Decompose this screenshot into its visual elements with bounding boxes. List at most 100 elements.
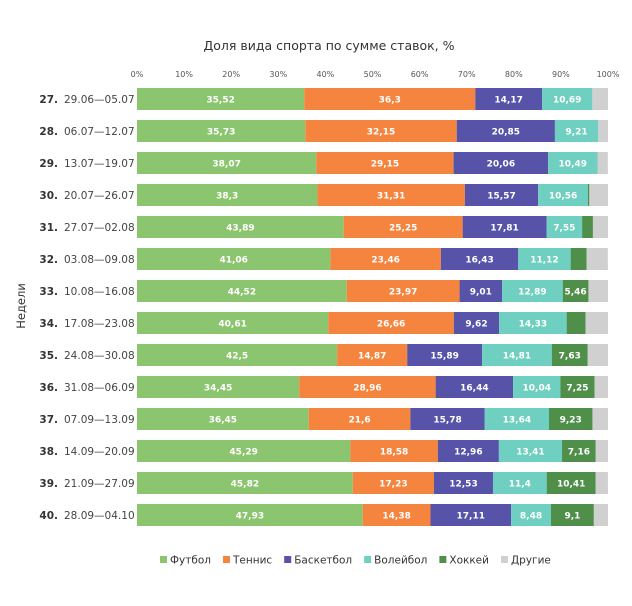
row-week-number: 30. (39, 190, 58, 202)
bar-value-label: 35,52 (206, 96, 234, 106)
bar-value-label: 13,41 (516, 448, 544, 458)
bar-segment (346, 280, 460, 302)
bar-row: 31. 27.07—02.08 43,89 25,25 17,81 7,55 (39, 216, 608, 238)
x-tick-label: 80% (505, 70, 523, 79)
bar-segment (437, 440, 499, 462)
x-axis-ticks: 0% 10% 20% 30% 40% 50% 60% 70% 80% 90% 100% (131, 70, 620, 79)
bar-segment (538, 184, 588, 206)
bar-segment (299, 376, 436, 398)
x-tick-label: 100% (597, 70, 620, 79)
bar-value-label: 15,78 (433, 416, 461, 426)
bar-value-label: 45,29 (229, 448, 257, 458)
bar-segment (548, 152, 598, 174)
row-week-number: 36. (39, 382, 58, 394)
bar-segment (137, 216, 344, 238)
bar-value-label: 11,12 (530, 256, 558, 266)
bar-segment (546, 472, 596, 494)
bar-value-label: 36,3 (379, 96, 401, 106)
row-week-number: 29. (39, 158, 58, 170)
bar-segment (137, 344, 338, 366)
bar-segment (511, 504, 552, 526)
x-tick-label: 30% (269, 70, 287, 79)
bar-segment (587, 344, 608, 366)
bar-segment (462, 216, 547, 238)
bar-value-label: 26,66 (377, 320, 405, 330)
row-date-range: 27.07—02.08 (64, 222, 135, 234)
bar-segment (352, 472, 434, 494)
bar-segment (137, 408, 309, 430)
bar-segment (498, 440, 563, 462)
bar-value-label: 13,64 (503, 416, 531, 426)
bar-segment (453, 152, 549, 174)
chart-title: Доля вида спорта по сумме ставок, % (204, 38, 455, 53)
bar-value-label: 20,06 (487, 160, 515, 170)
bar-segment (317, 184, 465, 206)
legend-swatch (222, 556, 230, 563)
bar-row: 33. 10.08—16.08 44,52 23,97 9,01 12,89 5,46 (39, 280, 608, 302)
bar-segment (513, 376, 561, 398)
bar-segment (137, 280, 347, 302)
x-tick-label: 20% (222, 70, 240, 79)
bar-segment (137, 440, 351, 462)
bar-row: 40. 28.09—04.10 47,93 14,38 17,11 8,48 9,1 (39, 504, 608, 526)
bar-value-label: 9,01 (470, 288, 492, 298)
bar-segment (482, 344, 552, 366)
bar-value-label: 10,56 (549, 192, 577, 202)
legend: Футбол Теннис Баскетбол Волейбол Хоккей Други… (160, 555, 551, 567)
bar-value-label: 10,04 (523, 384, 551, 394)
row-week-number: 28. (39, 126, 58, 138)
bar-value-label: 7,63 (559, 352, 581, 362)
bar-segment (595, 440, 608, 462)
bar-segment (588, 280, 608, 302)
bar-row: 27. 29.06—05.07 35,52 36,3 14,17 10,69 (39, 88, 608, 110)
bar-segment (137, 184, 318, 206)
x-tick-label: 60% (411, 70, 429, 79)
bar-row: 28. 06.07—12.07 35,73 32,15 20,85 9,21 (39, 120, 608, 142)
row-week-number: 35. (39, 350, 58, 362)
bar-value-label: 20,85 (492, 128, 520, 138)
legend-swatch (160, 556, 167, 563)
bar-value-label: 14,87 (358, 352, 386, 362)
bar-value-label: 14,33 (519, 320, 547, 330)
bar-segment (570, 248, 587, 270)
bar-value-label: 5,46 (564, 288, 586, 298)
row-date-range: 07.09—13.09 (64, 414, 135, 426)
bar-segment (137, 120, 306, 142)
row-date-range: 28.09—04.10 (64, 510, 135, 522)
row-date-range: 21.09—27.09 (64, 478, 135, 490)
legend-swatch (439, 556, 447, 563)
bar-value-label: 31,31 (377, 192, 405, 202)
bar-segment (475, 88, 543, 110)
bar-value-label: 23,46 (371, 256, 399, 266)
bar-value-label: 21,6 (348, 416, 370, 426)
row-week-number: 34. (39, 318, 58, 330)
bar-segment (598, 120, 608, 142)
x-tick-label: 10% (175, 70, 193, 79)
row-week-number: 38. (39, 446, 58, 458)
bar-value-label: 12,96 (454, 448, 482, 458)
bar-value-label: 11,4 (509, 480, 531, 490)
bar-segment (594, 376, 608, 398)
row-date-range: 20.07—26.07 (64, 190, 135, 202)
bar-value-label: 14,17 (494, 96, 522, 106)
bar-row: 32. 03.08—09.08 41,06 23,46 16,43 11,12 (39, 248, 608, 270)
bar-value-label: 15,89 (430, 352, 458, 362)
bar-segment (453, 312, 500, 334)
bar-value-label: 9,23 (560, 416, 582, 426)
bar-segment (456, 120, 555, 142)
bar-segment (350, 440, 438, 462)
bar-segment (542, 88, 593, 110)
bar-value-label: 16,43 (465, 256, 493, 266)
bar-value-label: 47,93 (236, 512, 264, 522)
bar-segment (304, 88, 476, 110)
bar-segment (328, 312, 454, 334)
bar-segment (440, 248, 519, 270)
bar-value-label: 16,44 (460, 384, 488, 394)
bar-value-label: 7,55 (553, 224, 575, 234)
y-axis-label: Недели (14, 283, 28, 329)
bar-value-label: 15,57 (487, 192, 515, 202)
bar-value-label: 7,25 (566, 384, 588, 394)
bar-row: 36. 31.08—06.09 34,45 28,96 16,44 10,04 7,25 (39, 376, 608, 398)
bar-value-label: 36,45 (209, 416, 237, 426)
row-date-range: 14.09—20.09 (64, 446, 135, 458)
